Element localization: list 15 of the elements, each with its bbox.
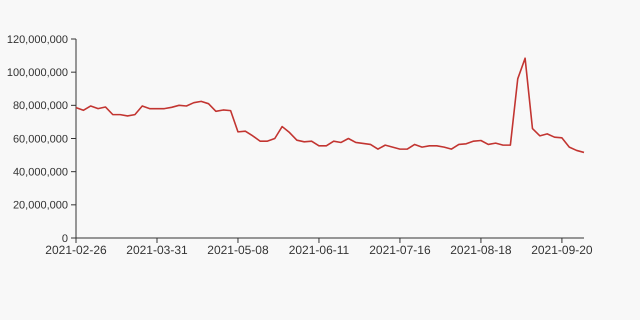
y-tick-label: 120,000,000 bbox=[6, 34, 68, 46]
y-tick-label: 20,000,000 bbox=[12, 200, 68, 212]
x-tick-label: 2021-02-26 bbox=[45, 243, 108, 257]
x-tick-label: 2021-09-20 bbox=[531, 243, 593, 257]
y-tick-label: 100,000,000 bbox=[6, 67, 68, 80]
x-tick-label: 2021-06-11 bbox=[288, 243, 350, 257]
y-tick-label: 40,000,000 bbox=[12, 166, 68, 179]
x-tick-label: 2021-05-08 bbox=[207, 243, 269, 257]
x-tick-label: 2021-03-31 bbox=[126, 243, 188, 257]
y-tick-label: 80,000,000 bbox=[12, 100, 68, 112]
x-tick-label: 2021-08-18 bbox=[450, 243, 512, 257]
y-tick-label: 0 bbox=[62, 232, 68, 245]
y-tick-label: 60,000,000 bbox=[12, 133, 68, 146]
line-series bbox=[75, 57, 585, 154]
x-tick-label: 2021-07-16 bbox=[369, 243, 431, 257]
